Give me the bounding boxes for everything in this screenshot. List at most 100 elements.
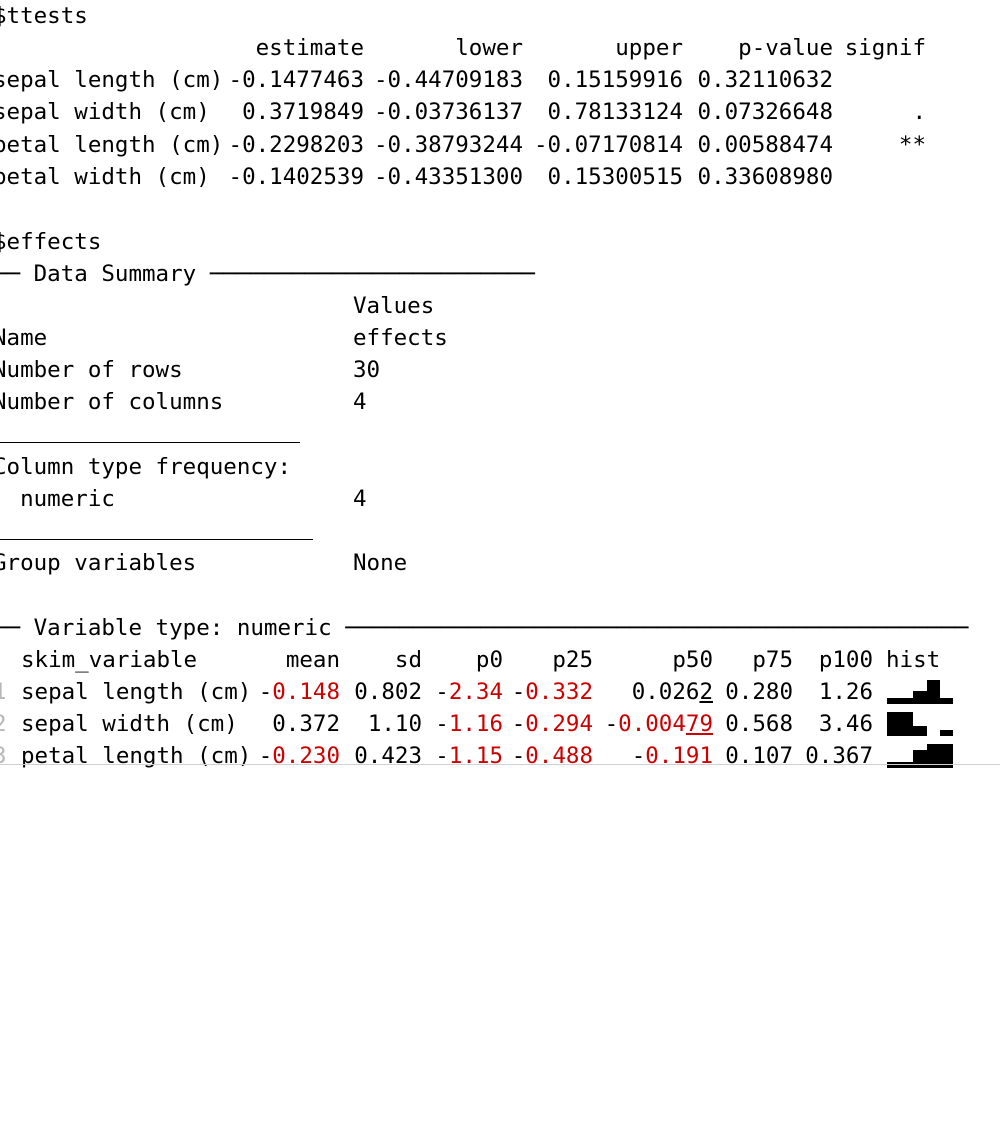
col-header-mean: mean <box>285 647 340 673</box>
sparkline-histogram <box>887 744 953 768</box>
mean-cell: 0.372 <box>272 711 340 737</box>
col-header-p75: p75 <box>752 647 793 673</box>
col-header-upper: upper <box>615 35 683 61</box>
histogram-bar <box>913 690 927 704</box>
row-index: 2 <box>0 708 7 740</box>
col-header-hist: hist <box>886 647 941 673</box>
sparkline-histogram <box>887 680 953 704</box>
p0-cell: -1.15 <box>435 743 503 769</box>
skim-variable-cell: sepal length (cm) <box>21 679 252 705</box>
effects-title: $effects <box>0 229 102 255</box>
col-header-p25: p25 <box>552 647 593 673</box>
pvalue-cell: 0.07326648 <box>697 99 833 125</box>
summary-label: numeric <box>0 486 115 512</box>
histogram-bar <box>900 698 914 704</box>
histogram-bar <box>900 712 914 736</box>
p25-cell: -0.488 <box>511 743 593 769</box>
col-header-pvalue: p-value <box>738 35 833 61</box>
p0-cell: -2.34 <box>435 679 503 705</box>
upper-cell: 0.15300515 <box>547 164 683 190</box>
histogram-bar <box>913 726 927 736</box>
upper-cell: 0.78133124 <box>547 99 683 125</box>
variable-type-heading: ── Variable type: numeric ──────────────… <box>0 615 969 641</box>
histogram-bar <box>939 744 953 768</box>
estimate-cell: -0.1402539 <box>228 164 364 190</box>
sd-cell: 0.423 <box>354 743 422 769</box>
row-name: petal length (cm) <box>0 132 224 158</box>
skim-row: 2 sepal width (cm) 0.372 1.10 -1.16 -0.2… <box>0 708 1000 740</box>
col-header-lower: lower <box>455 35 523 61</box>
col-header-signif: signif <box>844 35 926 61</box>
summary-row: Group variables None <box>0 547 593 579</box>
summary-label: Name <box>0 325 48 351</box>
sparkline-histogram <box>887 712 953 736</box>
p50-cell: -0.00479 <box>604 711 713 737</box>
summary-label: Number of rows <box>0 357 183 383</box>
p25-cell: -0.294 <box>511 711 593 737</box>
col-header-estimate: estimate <box>255 35 364 61</box>
r-console-output: $ttests estimate lower upper p-value sig… <box>0 3 1000 772</box>
histogram-bar <box>926 680 940 704</box>
col-header-skim-variable: skim_variable <box>21 647 198 673</box>
skim-header-row: skim_variable mean sd p0 p25 p50 p75 p10… <box>0 644 1000 676</box>
ttests-row: petal length (cm) -0.2298203 -0.38793244… <box>0 129 1000 161</box>
values-header: Values <box>353 293 435 319</box>
p50-cell: -0.191 <box>631 743 713 769</box>
mean-cell: -0.148 <box>258 679 340 705</box>
ttests-row: petal width (cm) -0.1402539 -0.43351300 … <box>0 161 1000 193</box>
summary-row: numeric 4 <box>0 483 593 515</box>
row-name: petal width (cm) <box>0 164 210 190</box>
pvalue-cell: 0.32110632 <box>697 67 833 93</box>
summary-value: None <box>353 550 408 576</box>
p75-cell: 0.568 <box>725 711 793 737</box>
p25-cell: -0.332 <box>511 679 593 705</box>
row-name: sepal width (cm) <box>0 99 210 125</box>
lower-cell: -0.44709183 <box>373 67 523 93</box>
estimate-cell: -0.1477463 <box>228 67 364 93</box>
p0-cell: -1.16 <box>435 711 503 737</box>
p100-cell: 0.367 <box>805 743 873 769</box>
histogram-bar <box>887 698 901 704</box>
upper-cell: 0.15159916 <box>547 67 683 93</box>
estimate-cell: 0.3719849 <box>242 99 364 125</box>
skim-variable-cell: sepal width (cm) <box>21 711 238 737</box>
histogram-bar <box>900 762 914 768</box>
summary-value: 4 <box>353 486 367 512</box>
col-header-p0: p0 <box>475 647 503 673</box>
row-name: sepal length (cm) <box>0 67 224 93</box>
ttests-title: $ttests <box>0 3 88 29</box>
signif-cell: . <box>912 99 926 125</box>
summary-value: effects <box>353 325 448 351</box>
summary-row: Number of rows 30 <box>0 354 593 386</box>
histogram-bar <box>926 744 940 768</box>
summary-row: Name effects <box>0 322 593 354</box>
skim-row: 3 petal length (cm) -0.230 0.423 -1.15 -… <box>0 740 1000 772</box>
lower-cell: -0.38793244 <box>373 132 523 158</box>
p100-cell: 3.46 <box>818 711 873 737</box>
sd-cell: 0.802 <box>354 679 422 705</box>
pvalue-cell: 0.00588474 <box>697 132 833 158</box>
p50-cell: 0.0262 <box>631 679 713 705</box>
row-index: 3 <box>0 740 7 772</box>
summary-label: Number of columns <box>0 389 224 415</box>
summary-row: Number of columns 4 <box>0 386 593 418</box>
summary-label: Group variables <box>0 550 197 576</box>
separator-rule <box>0 539 313 540</box>
summary-values-header-row: Values <box>0 290 593 322</box>
signif-cell: ** <box>898 132 926 158</box>
histogram-bar <box>887 762 901 768</box>
summary-value: 4 <box>353 389 367 415</box>
histogram-bar <box>913 750 927 768</box>
col-header-p100: p100 <box>818 647 873 673</box>
row-index: 1 <box>0 676 7 708</box>
ttests-row: sepal length (cm) -0.1477463 -0.44709183… <box>0 64 1000 96</box>
col-header-p50: p50 <box>672 647 713 673</box>
estimate-cell: -0.2298203 <box>228 132 364 158</box>
column-type-frequency-heading: Column type frequency: <box>0 454 292 480</box>
ttests-row: sepal width (cm) 0.3719849 -0.03736137 0… <box>0 96 1000 128</box>
histogram-bar <box>939 698 953 704</box>
console-bottom-edge <box>0 764 1000 765</box>
summary-value: 30 <box>353 357 381 383</box>
histogram-bar <box>939 730 953 736</box>
pvalue-cell: 0.33608980 <box>697 164 833 190</box>
